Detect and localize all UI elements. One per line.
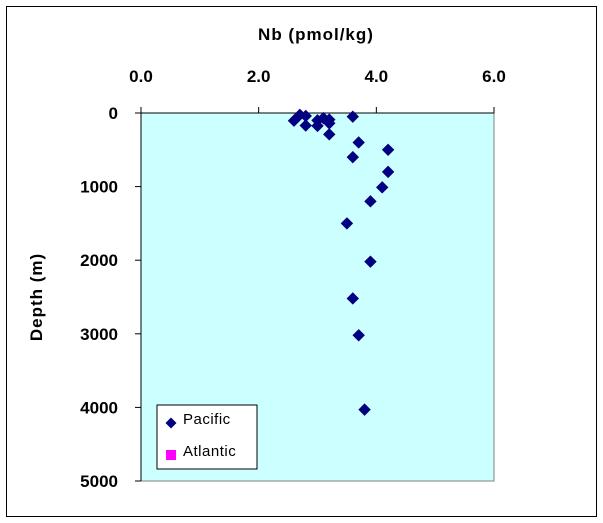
data-point — [352, 136, 365, 149]
data-point — [311, 119, 324, 133]
chart-title: Nb (pmol/kg) — [258, 25, 374, 44]
legend: Pacific Atlantic — [156, 404, 258, 470]
data-points — [287, 108, 395, 416]
x-tick-label: 2.0 — [247, 67, 271, 86]
legend-marker — [165, 417, 177, 429]
legend-item: Atlantic — [166, 443, 236, 460]
legend-label: Pacific — [183, 411, 231, 428]
y-tick-label: 1000 — [80, 178, 118, 197]
data-point — [323, 128, 336, 141]
axes — [140, 112, 494, 481]
y-axis-label: Depth (m) — [27, 253, 46, 341]
y-tick-label: 5000 — [80, 472, 118, 491]
legend-label: Atlantic — [183, 443, 236, 460]
legend-item: Pacific — [165, 411, 231, 429]
data-point — [364, 255, 377, 268]
y-tick-label: 4000 — [80, 398, 118, 417]
data-point — [346, 292, 360, 305]
data-point — [352, 329, 365, 342]
data-point — [381, 143, 395, 157]
data-point — [287, 114, 301, 127]
y-tick-label: 3000 — [80, 325, 118, 344]
y-tick-labels: 0 1000 2000 3000 4000 5000 — [80, 104, 141, 491]
x-tick-label: 0.0 — [129, 67, 153, 86]
data-point — [340, 217, 354, 230]
y-tick-label: 0 — [109, 104, 118, 123]
x-tick-label: 4.0 — [365, 67, 389, 86]
x-tick-labels: 0.0 2.0 4.0 6.0 — [129, 67, 506, 113]
data-point — [381, 165, 395, 179]
data-point — [376, 181, 389, 194]
data-point — [358, 403, 371, 416]
x-tick-label: 6.0 — [482, 67, 506, 86]
data-point — [346, 110, 360, 123]
data-point — [364, 195, 377, 208]
data-point — [299, 119, 312, 132]
y-tick-label: 2000 — [80, 251, 118, 270]
legend-marker — [166, 450, 176, 460]
data-point — [346, 150, 360, 164]
